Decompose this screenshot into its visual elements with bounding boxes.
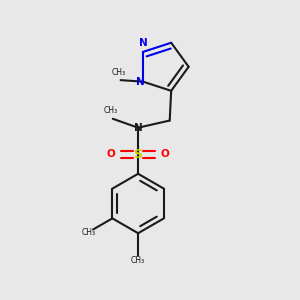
Text: S: S [134,148,142,161]
Text: O: O [107,149,116,160]
Text: N: N [134,123,142,133]
Text: CH₃: CH₃ [112,68,126,76]
Text: CH₃: CH₃ [131,256,145,266]
Text: N: N [136,76,144,87]
Text: CH₃: CH₃ [103,106,118,115]
Text: CH₃: CH₃ [81,228,95,237]
Text: O: O [160,149,169,160]
Text: N: N [139,38,147,48]
